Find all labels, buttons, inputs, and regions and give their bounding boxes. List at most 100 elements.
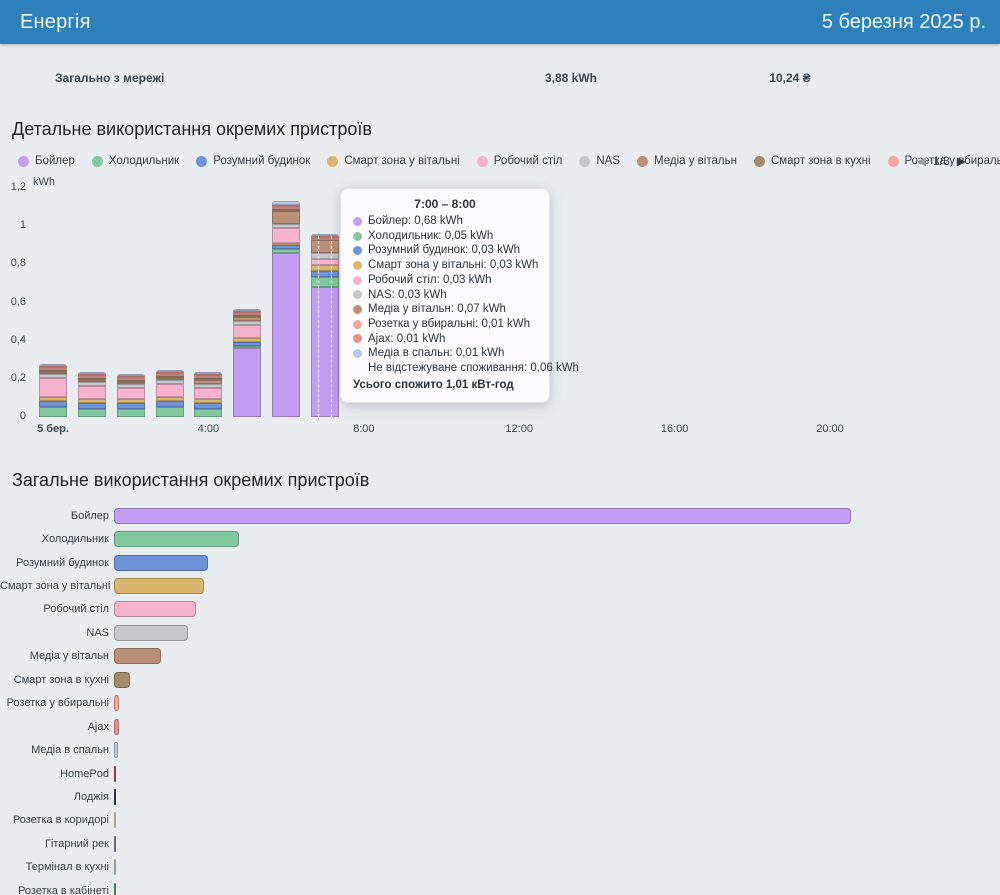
legend-item-label: Медіа у вітальн [654,155,737,167]
legend-item[interactable]: Розумний будинок [196,155,310,167]
totals-bar-HomePod[interactable] [114,765,116,782]
totals-bar-Гітарний рек[interactable] [114,835,116,852]
bar-segment [194,380,223,384]
totals-row: Бойлер [0,504,1000,527]
legend-color-dot-icon [196,155,208,167]
totals-bar-Бойлер[interactable] [114,507,851,524]
tooltip-row-text: Розетка у вбиральні: 0,01 kWh [368,317,531,330]
legend-prev-button[interactable]: ◀ [916,154,927,168]
bar-segment [194,399,223,403]
totals-device-label: Смарт зона в кухні [13,673,109,686]
legend-item[interactable]: NAS [579,155,620,167]
bar-segment [310,259,339,265]
bar-segment [116,378,145,380]
tooltip-row-text: NAS: 0,03 kWh [368,288,447,301]
bar-segment [39,374,67,378]
bar-segment [272,207,301,209]
totals-bar-Розетка в кабінеті[interactable] [114,882,116,895]
totals-bar-Розетка в коридорі[interactable] [114,812,116,829]
legend-item[interactable]: Холодильник [91,155,179,167]
tooltip-row: NAS: 0,03 kWh [353,288,537,303]
bar-segment [233,342,262,346]
bar-segment [39,364,67,366]
bar-segment [155,397,184,401]
totals-section-title: Загальне використання окремих пристроїв [12,470,370,490]
bar-segment [155,407,184,417]
bar-segment [77,374,106,376]
stacked-bar-7:00[interactable] [310,234,339,417]
bar-segment [155,372,184,374]
legend-item[interactable]: Смарт зона в кухні [753,155,871,167]
totals-bar-Смарт зона у вітальні[interactable] [114,578,204,595]
tooltip-row: Розумний будинок: 0,03 kWh [353,243,537,258]
bar-segment [194,403,223,409]
bar-segment [116,384,145,388]
tooltip-row: Медіа в спальн: 0,01 kWh [353,346,537,361]
legend-item[interactable]: Медіа у вітальн [637,155,737,167]
bar-segment [310,277,339,287]
tooltip-row: Бойлер: 0,68 kWh [353,214,537,229]
bar-segment [194,384,223,388]
legend-item[interactable]: Смарт зона у вітальні [327,155,460,167]
stacked-bar-5:00[interactable] [233,309,262,417]
legend-item[interactable]: Робочий стіл [476,155,562,167]
totals-bar-Смарт зона в кухні[interactable] [114,671,130,688]
tooltip-row: Розетка у вбиральні: 0,01 kWh [353,317,537,332]
totals-bar-Робочий стіл[interactable] [114,601,196,618]
tooltip-color-dot-icon [353,246,362,256]
totals-bar-Лоджія[interactable] [114,788,116,805]
bar-segment [272,249,301,253]
tooltip-color-dot-icon [353,305,362,315]
totals-row: Розетка в кабінеті [0,879,1000,895]
totals-bar-Розетка у вбиральні[interactable] [114,695,119,712]
bar-segment [310,234,339,236]
totals-row: Ajax [0,715,1000,738]
totals-bar-NAS[interactable] [114,624,188,641]
totals-device-label: Розетка в коридорі [12,814,109,827]
bar-segment [155,374,184,376]
totals-device-label: Смарт зона у вітальні [0,580,111,593]
totals-row: HomePod [0,762,1000,785]
totals-device-label: HomePod [60,767,109,780]
bar-segment [310,271,339,277]
tooltip-untracked-row: Не відстежуване споживання: 0,06 kWh [368,362,579,375]
totals-row: Лоджія [0,785,1000,808]
bar-segment [272,245,301,249]
totals-bar-Розумний будинок[interactable] [114,554,208,571]
bar-segment [233,315,262,317]
stacked-bar-2:00[interactable] [116,374,145,417]
tooltip-color-dot-icon [353,319,362,329]
bar-segment [116,403,145,409]
bar-segment [310,253,339,259]
stacked-bar-0:00[interactable] [39,364,67,417]
totals-row: Смарт зона в кухні [0,668,1000,691]
bar-segment [233,346,262,348]
y-axis-unit: kWh [33,176,55,188]
legend-item[interactable]: Бойлер [18,155,75,167]
bar-segment [39,401,67,407]
bar-segment [77,399,106,403]
bar-segment [233,317,262,321]
totals-device-label: Бойлер [70,509,109,522]
bar-segment [194,376,223,378]
totals-bar-Медіа в спальн[interactable] [114,742,118,759]
bar-segment [116,376,145,378]
stacked-bar-3:00[interactable] [155,370,184,417]
bar-segment [77,403,106,409]
stacked-bar-4:00[interactable] [194,372,223,417]
totals-bar-Холодильник[interactable] [114,531,239,548]
totals-bar-Термінал в кухні[interactable] [114,859,116,876]
legend-item[interactable]: Розетка у вбиральні [887,155,1000,167]
x-axis-tick: 5 бер. [37,423,69,435]
tooltip-row: Смарт зона у вітальні: 0,03 kWh [353,258,538,273]
totals-row: Гітарний рек [0,832,1000,855]
y-axis-tick: 0,6 [10,295,26,308]
stacked-bar-1:00[interactable] [77,372,106,417]
hourly-usage-chart: kWh 0 0,2 0,4 0,6 0,8 1 1,2 5 бер. 4:00 8:00 12:00… [0,176,1000,446]
totals-bar-Медіа у вітальн[interactable] [114,648,161,665]
legend-next-button[interactable]: ▶ [956,154,966,168]
stacked-bar-6:00[interactable] [272,201,301,417]
bar-segment [155,370,184,372]
totals-bar-Ajax[interactable] [114,718,119,735]
legend-color-dot-icon [91,155,103,167]
